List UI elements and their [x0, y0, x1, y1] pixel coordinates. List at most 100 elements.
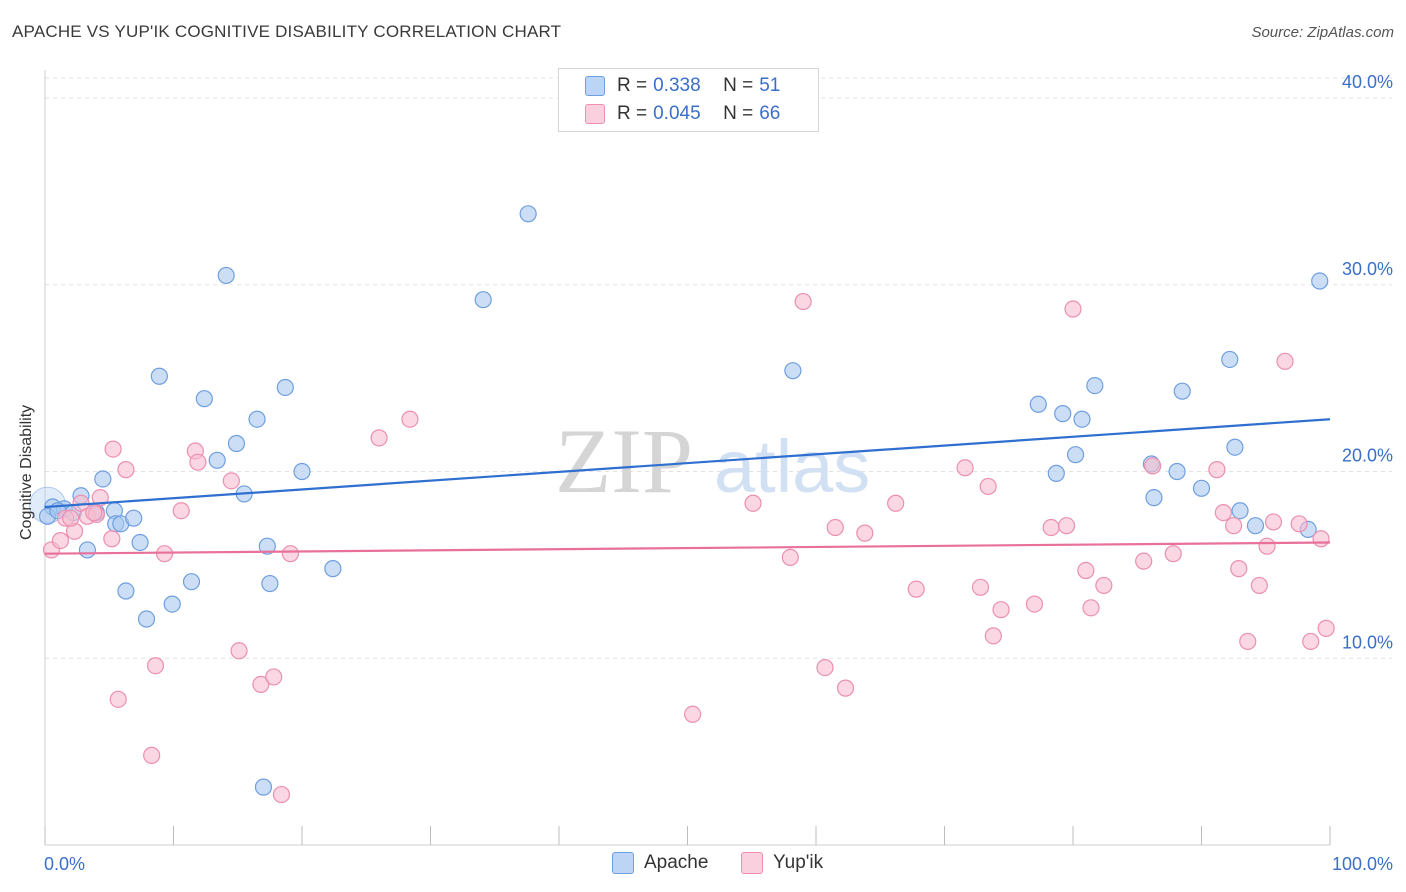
yupik-point	[1057, 517, 1076, 535]
yupik-point	[887, 494, 905, 512]
apache-point	[519, 205, 537, 223]
legend-r-label: R =	[617, 75, 648, 96]
yupik-point	[1077, 561, 1095, 580]
apache-point	[131, 533, 149, 552]
series-swatch-apache	[612, 852, 634, 874]
apache-point	[248, 410, 266, 428]
apache-point	[254, 778, 273, 796]
grid-layer	[45, 77, 1392, 659]
yupik-point	[836, 679, 855, 697]
trend-layer	[44, 418, 1331, 555]
apache-point	[324, 560, 342, 578]
y-tick-label: 20.0%	[1342, 446, 1393, 466]
apache-point	[261, 574, 279, 593]
yupik-point	[265, 668, 283, 686]
yupik-point	[104, 440, 122, 458]
yupik-point	[1082, 599, 1100, 617]
yupik-point	[117, 461, 135, 479]
apache-point	[1066, 446, 1085, 464]
yupik-point	[984, 627, 1002, 645]
apache-point	[1226, 438, 1244, 456]
legend-row-yupik: R = 0.045 N = 66	[585, 103, 780, 125]
series-legend-apache: Apache	[612, 852, 708, 874]
yupik-point	[103, 530, 121, 548]
y-axis-label: Cognitive Disability	[18, 404, 35, 540]
apache-point	[163, 595, 181, 613]
yupik-point	[1042, 518, 1060, 537]
apache-point	[258, 537, 276, 555]
apache-point	[150, 367, 168, 385]
series-label-yupik: Yup'ik	[773, 852, 824, 873]
yupik-point	[189, 453, 207, 471]
tick-labels: 10.0% 20.0% 30.0% 40.0% 0.0% 100.0%	[44, 72, 1393, 874]
legend-r-value-yupik: 0.045	[653, 103, 701, 124]
series-legend-yupik: Yup'ik	[741, 852, 823, 874]
apache-point	[78, 541, 97, 559]
yupik-point	[1225, 517, 1243, 535]
apache-point	[182, 573, 201, 591]
y-tick-label: 30.0%	[1342, 259, 1393, 279]
legend-n-value-yupik: 66	[759, 103, 781, 124]
series-swatch-yupik	[741, 852, 763, 874]
yupik-point	[826, 518, 844, 537]
apache-point	[1145, 489, 1163, 507]
yupik-point	[1264, 513, 1283, 531]
y-tick-label: 40.0%	[1342, 72, 1393, 92]
apache-point	[1231, 502, 1249, 520]
yupik-point	[51, 532, 70, 550]
apache-point	[1221, 350, 1239, 369]
yupik-point	[1317, 619, 1335, 637]
apache-point	[1311, 272, 1329, 290]
yupik-point	[172, 502, 190, 520]
yupik-point	[109, 690, 127, 708]
yupik-point	[956, 459, 974, 477]
watermark: ZIP atlas	[555, 410, 870, 512]
legend-swatch-apache	[585, 76, 605, 96]
yupik-trend-line	[44, 541, 1331, 555]
yupik-point	[1208, 461, 1226, 479]
yupik-point	[1095, 576, 1113, 595]
legend-r-value-apache: 0.338	[653, 75, 701, 96]
chart-title: APACHE VS YUP'IK COGNITIVE DISABILITY CO…	[12, 22, 562, 41]
yupik-point	[1025, 595, 1044, 613]
apache-point	[195, 390, 213, 408]
watermark-zip: ZIP	[555, 410, 693, 512]
apache-point	[1173, 382, 1191, 400]
yupik-point	[146, 657, 165, 675]
apache-point	[1168, 462, 1186, 481]
yupik-point	[781, 548, 799, 567]
yupik-point	[1290, 515, 1308, 533]
apache-point	[1047, 464, 1065, 482]
yupik-point	[1214, 503, 1232, 522]
x-tick-label-min: 0.0%	[44, 854, 85, 874]
yupik-point	[816, 658, 834, 677]
yupik-point	[401, 410, 419, 428]
apache-point	[117, 582, 135, 600]
yupik-point	[1064, 300, 1082, 318]
yupik-point	[1144, 457, 1162, 475]
apache-point	[276, 378, 294, 397]
legend-n-label: N =	[723, 103, 754, 124]
yupik-point	[907, 580, 925, 598]
yupik-point	[1239, 632, 1257, 651]
series-label-apache: Apache	[644, 852, 709, 873]
x-tick-label-max: 100.0%	[1332, 854, 1393, 874]
yupik-point	[1276, 352, 1294, 370]
yupik-point	[794, 292, 812, 311]
yupik-point	[1312, 530, 1330, 548]
apache-point	[1029, 395, 1047, 413]
yupik-point	[85, 503, 103, 522]
apache-point	[293, 462, 311, 481]
yupik-point	[222, 472, 240, 490]
yupik-point	[272, 785, 291, 804]
source-label: Source: ZipAtlas.com	[1251, 24, 1394, 41]
yupik-point	[1230, 560, 1248, 578]
watermark-atlas: atlas	[714, 425, 870, 508]
legend-row-apache: R = 0.338 N = 51	[585, 75, 780, 97]
apache-point	[94, 470, 112, 488]
yupik-point	[684, 705, 702, 723]
axis-layer	[44, 70, 1331, 846]
yupik-point	[992, 601, 1010, 619]
yupik-point	[1135, 552, 1153, 570]
apache-point	[227, 434, 246, 453]
